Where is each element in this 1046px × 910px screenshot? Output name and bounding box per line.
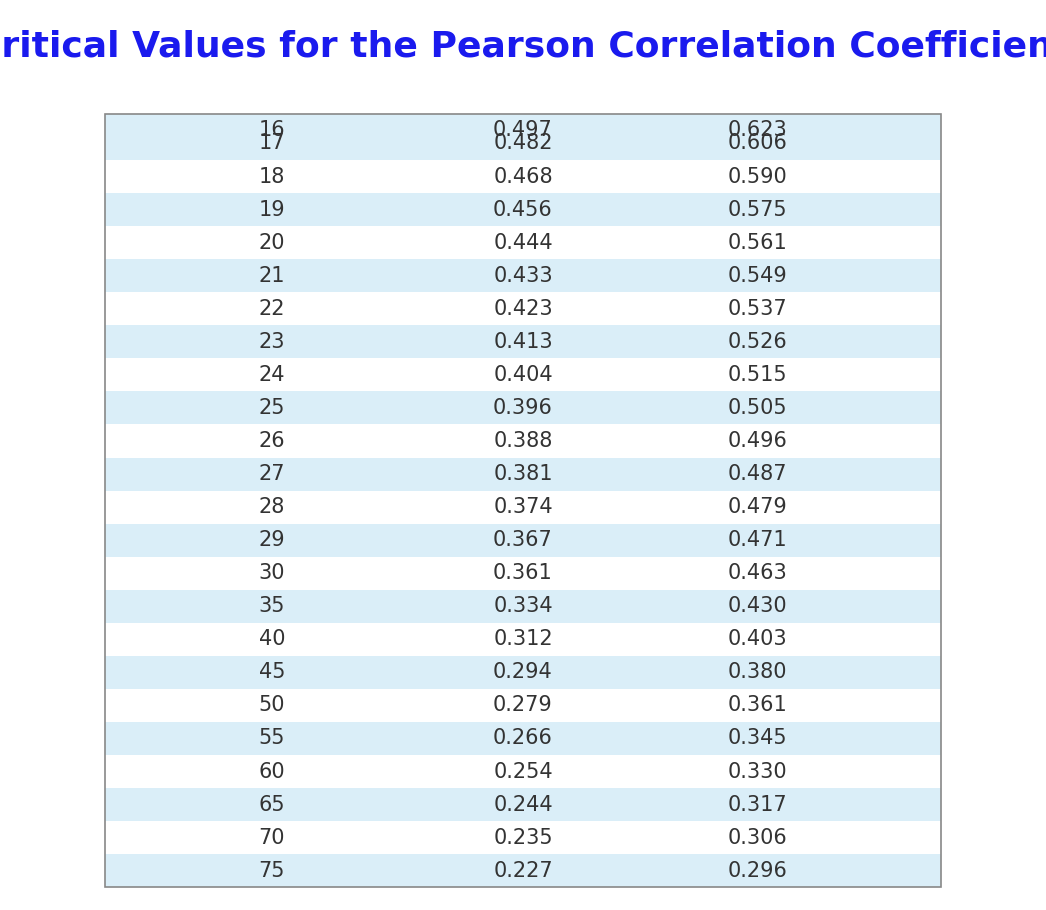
Text: 0.471: 0.471 bbox=[727, 531, 788, 551]
Bar bbox=[105, 590, 941, 622]
Text: 0.606: 0.606 bbox=[727, 134, 788, 154]
Text: 0.374: 0.374 bbox=[493, 497, 553, 517]
Text: 50: 50 bbox=[258, 695, 286, 715]
Text: 0.482: 0.482 bbox=[494, 134, 552, 154]
Text: 0.361: 0.361 bbox=[727, 695, 788, 715]
Text: 0.430: 0.430 bbox=[727, 596, 788, 616]
Text: 0.496: 0.496 bbox=[727, 431, 788, 451]
Bar bbox=[105, 424, 941, 458]
Text: 23: 23 bbox=[258, 332, 286, 352]
Text: 0.526: 0.526 bbox=[727, 332, 788, 352]
Text: 24: 24 bbox=[258, 365, 286, 385]
Text: 0.244: 0.244 bbox=[493, 794, 553, 814]
Text: 0.505: 0.505 bbox=[727, 398, 788, 418]
Text: 0.404: 0.404 bbox=[493, 365, 553, 385]
Text: 28: 28 bbox=[258, 497, 286, 517]
Text: 27: 27 bbox=[258, 464, 286, 484]
Bar bbox=[105, 325, 941, 359]
Text: 0.227: 0.227 bbox=[493, 861, 553, 881]
Bar bbox=[105, 788, 941, 821]
Bar bbox=[105, 259, 941, 292]
Bar bbox=[105, 292, 941, 325]
Bar bbox=[105, 127, 941, 160]
Text: 0.468: 0.468 bbox=[493, 167, 553, 187]
Text: Critical Values for the Pearson Correlation Coefficient: Critical Values for the Pearson Correlat… bbox=[0, 29, 1046, 63]
Text: 0.254: 0.254 bbox=[493, 762, 553, 782]
Bar bbox=[105, 523, 941, 557]
Bar bbox=[105, 490, 941, 523]
Text: 35: 35 bbox=[258, 596, 286, 616]
Text: 0.497: 0.497 bbox=[493, 120, 553, 140]
Text: 26: 26 bbox=[258, 431, 286, 451]
Bar bbox=[105, 359, 941, 391]
Bar bbox=[105, 193, 941, 227]
Text: 0.396: 0.396 bbox=[493, 398, 553, 418]
Text: 0.623: 0.623 bbox=[727, 120, 788, 140]
Text: 25: 25 bbox=[258, 398, 286, 418]
Bar bbox=[105, 160, 941, 193]
Text: 70: 70 bbox=[258, 828, 286, 848]
Text: 0.235: 0.235 bbox=[493, 828, 553, 848]
Bar bbox=[105, 656, 941, 689]
Text: 0.537: 0.537 bbox=[727, 298, 788, 318]
Text: 0.515: 0.515 bbox=[727, 365, 788, 385]
Text: 40: 40 bbox=[258, 630, 286, 650]
Text: 0.334: 0.334 bbox=[493, 596, 553, 616]
Text: 0.380: 0.380 bbox=[728, 662, 787, 682]
Bar bbox=[105, 227, 941, 259]
Text: 0.549: 0.549 bbox=[727, 266, 788, 286]
Bar bbox=[105, 755, 941, 788]
Text: 16: 16 bbox=[258, 120, 286, 140]
Text: 0.317: 0.317 bbox=[727, 794, 788, 814]
Text: 0.590: 0.590 bbox=[727, 167, 788, 187]
Text: 0.413: 0.413 bbox=[493, 332, 553, 352]
Text: 0.423: 0.423 bbox=[493, 298, 553, 318]
Text: 0.330: 0.330 bbox=[727, 762, 788, 782]
Text: 0.345: 0.345 bbox=[727, 729, 788, 749]
Bar bbox=[105, 114, 941, 127]
Bar bbox=[105, 114, 941, 887]
Bar bbox=[105, 458, 941, 490]
Bar bbox=[105, 854, 941, 887]
Text: 0.575: 0.575 bbox=[727, 199, 788, 219]
Text: 0.487: 0.487 bbox=[728, 464, 787, 484]
Bar bbox=[105, 722, 941, 755]
Text: 0.388: 0.388 bbox=[494, 431, 552, 451]
Text: 0.444: 0.444 bbox=[493, 233, 553, 253]
Text: 0.463: 0.463 bbox=[727, 563, 788, 583]
Text: 0.279: 0.279 bbox=[493, 695, 553, 715]
Text: 0.294: 0.294 bbox=[493, 662, 553, 682]
Text: 19: 19 bbox=[258, 199, 286, 219]
Text: 17: 17 bbox=[258, 134, 286, 154]
Text: 29: 29 bbox=[258, 531, 286, 551]
Text: 30: 30 bbox=[258, 563, 286, 583]
Text: 0.312: 0.312 bbox=[493, 630, 553, 650]
Bar bbox=[105, 557, 941, 590]
Text: 18: 18 bbox=[258, 167, 286, 187]
Bar bbox=[105, 391, 941, 424]
Text: 65: 65 bbox=[258, 794, 286, 814]
Text: 0.296: 0.296 bbox=[727, 861, 788, 881]
Text: 60: 60 bbox=[258, 762, 286, 782]
Text: 0.381: 0.381 bbox=[494, 464, 552, 484]
Text: 0.561: 0.561 bbox=[727, 233, 788, 253]
Text: 0.306: 0.306 bbox=[727, 828, 788, 848]
Text: 75: 75 bbox=[258, 861, 286, 881]
Text: 22: 22 bbox=[258, 298, 286, 318]
Text: 55: 55 bbox=[258, 729, 286, 749]
Text: 0.456: 0.456 bbox=[493, 199, 553, 219]
Text: 20: 20 bbox=[258, 233, 286, 253]
Bar bbox=[105, 821, 941, 854]
Text: 0.367: 0.367 bbox=[493, 531, 553, 551]
Text: 0.479: 0.479 bbox=[727, 497, 788, 517]
Text: 0.403: 0.403 bbox=[727, 630, 788, 650]
Text: 0.433: 0.433 bbox=[493, 266, 553, 286]
Bar bbox=[105, 622, 941, 656]
Text: 45: 45 bbox=[258, 662, 286, 682]
Text: 0.266: 0.266 bbox=[493, 729, 553, 749]
Text: 21: 21 bbox=[258, 266, 286, 286]
Bar bbox=[105, 689, 941, 722]
Text: 0.361: 0.361 bbox=[493, 563, 553, 583]
